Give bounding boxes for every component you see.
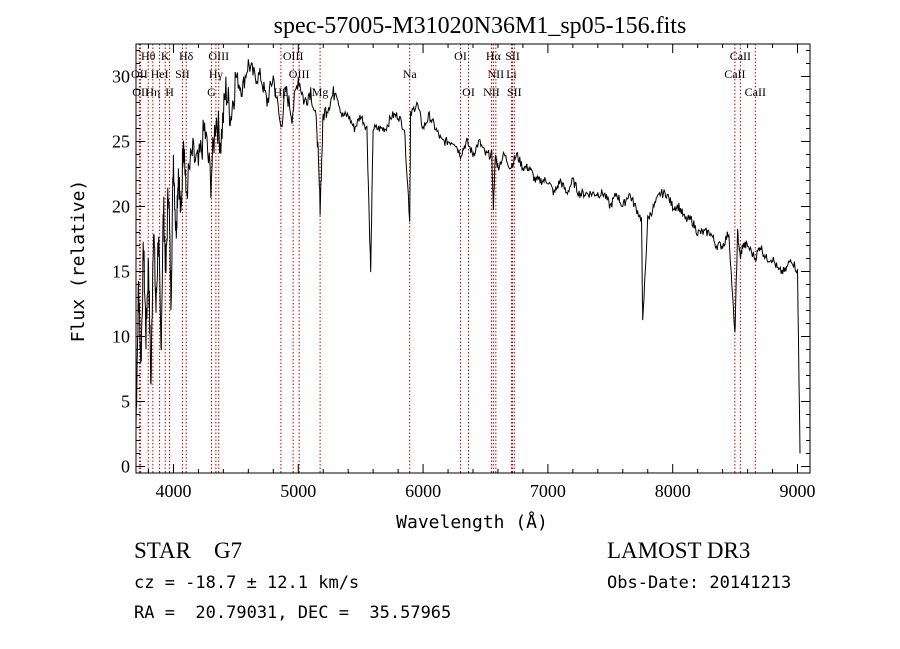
line-label-23: Mg (312, 85, 329, 99)
line-label-3: OIII (208, 49, 229, 63)
y-axis-label: Flux (relative) (68, 180, 89, 343)
line-label-26: SII (507, 85, 522, 99)
survey-label: LAMOST DR3 (607, 538, 751, 563)
x-tick-label-1: 5000 (280, 481, 316, 501)
observation-date: Obs-Date: 20141213 (607, 573, 792, 593)
plot-frame (135, 43, 811, 474)
line-label-21: G (207, 85, 216, 99)
y-tick-label-2: 10 (112, 327, 130, 347)
line-label-4: OIII (283, 49, 304, 63)
line-label-2: Hδ (179, 49, 194, 63)
chart-title: spec-57005-M31020N36M1_sp05-156.fits (274, 13, 687, 39)
line-label-24: OI (462, 85, 475, 99)
line-label-15: NII (488, 67, 505, 81)
line-label-7: Hα (486, 49, 502, 63)
line-label-25: NII (483, 85, 500, 99)
line-label-5: Na (403, 67, 418, 81)
line-label-11: HeI (151, 67, 169, 81)
line-label-0: Hθ (141, 49, 156, 63)
coordinates: RA = 20.79031, DEC = 35.57965 (134, 603, 452, 623)
line-label-12: SII (175, 67, 190, 81)
line-label-9: CaII (730, 49, 751, 63)
y-tick-label-5: 25 (112, 132, 130, 152)
y-tick-label-4: 20 (112, 197, 130, 217)
x-axis-label: Wavelength (Å) (396, 511, 548, 533)
object-class: STAR G7 (134, 538, 242, 564)
x-tick-label-3: 7000 (530, 481, 566, 501)
x-tick-label-5: 9000 (780, 481, 816, 501)
x-tick-label-2: 6000 (405, 481, 441, 501)
redshift-cz: cz = -18.7 ± 12.1 km/s (134, 573, 360, 593)
spectrum-line (135, 59, 801, 454)
line-label-1: K (161, 49, 170, 63)
line-label-27: CaII (745, 85, 766, 99)
line-label-14: OIII (289, 67, 310, 81)
line-label-20: H (165, 85, 174, 99)
line-label-19: Hη (145, 85, 160, 99)
line-label-13: Hγ (209, 67, 224, 81)
class-label: STAR (134, 538, 191, 563)
y-tick-label-3: 15 (112, 262, 130, 282)
x-tick-label-4: 8000 (655, 481, 691, 501)
line-label-8: SII (505, 49, 520, 63)
y-tick-label-6: 30 (112, 67, 130, 87)
line-label-10: OII (131, 67, 148, 81)
axis-ticks: 4000 5000 6000 7000 8000 9000 0 5 10 15 20 25 30 (112, 44, 816, 501)
line-label-17: CaII (724, 67, 745, 81)
y-tick-label-0: 0 (121, 457, 130, 477)
spectrum-series (135, 59, 801, 454)
subclass-label: G7 (213, 538, 243, 563)
line-label-16: Li (506, 67, 517, 81)
x-tick-label-0: 4000 (155, 481, 191, 501)
y-tick-label-1: 5 (121, 392, 130, 412)
line-label-6: OI (454, 49, 467, 63)
